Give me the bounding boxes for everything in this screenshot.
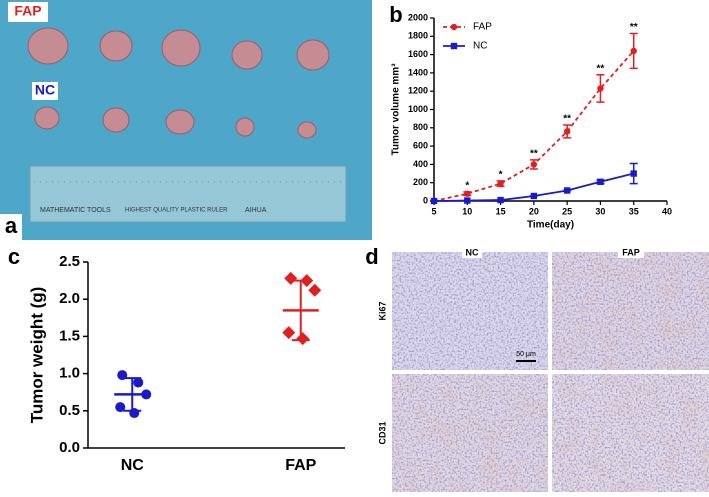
data-point xyxy=(497,196,504,204)
significance-label: ** xyxy=(530,148,538,159)
y-tick-label: 1800 xyxy=(408,31,428,41)
label-box xyxy=(462,248,482,258)
y-tick-label: 0 xyxy=(423,195,428,205)
data-point xyxy=(630,170,637,177)
significance-label: * xyxy=(499,170,503,181)
data-point xyxy=(308,283,322,297)
y-axis-label: Tumor volume mm³ xyxy=(391,63,402,156)
column-label: FAP xyxy=(622,247,640,257)
y-tick-label: 1.5 xyxy=(59,327,80,344)
data-point xyxy=(597,85,604,92)
panel-label: c xyxy=(8,244,20,269)
y-tick-label: 800 xyxy=(413,122,428,132)
data-point xyxy=(430,197,438,205)
y-tick-label: 400 xyxy=(413,159,428,169)
y-tick-label: 1200 xyxy=(408,86,428,96)
row-label: Ki67 xyxy=(377,301,387,320)
significance-label: ** xyxy=(597,63,605,74)
x-tick-label: 30 xyxy=(595,206,605,216)
tumor-label: FAP xyxy=(14,3,41,19)
data-point xyxy=(530,161,538,168)
y-axis-label: Tumor weight (g) xyxy=(27,287,46,424)
ruler-brand: MATHEMATIC TOOLS xyxy=(40,207,111,214)
x-axis-label: Time(day) xyxy=(527,220,574,231)
y-tick-label: 200 xyxy=(413,177,428,187)
histology: NC FAP Ki67 CD31 50 μm xyxy=(377,247,709,492)
y-tick-label: 1.0 xyxy=(59,365,80,382)
x-tick-label: 10 xyxy=(462,206,472,216)
tissue-texture xyxy=(392,252,548,370)
significance-label: ** xyxy=(630,22,638,33)
data-point xyxy=(464,190,471,197)
column-label: NC xyxy=(466,247,479,257)
x-tick-label: 40 xyxy=(662,206,672,216)
data-point xyxy=(464,197,471,204)
ruler xyxy=(29,165,347,223)
data-point xyxy=(282,326,296,340)
data-point xyxy=(630,47,637,55)
significance-label: ** xyxy=(563,114,571,125)
y-tick-label: 0.5 xyxy=(59,402,80,419)
legend-marker xyxy=(450,23,458,31)
y-tick-label: 1600 xyxy=(408,49,428,59)
ruler-maker: AIHUA xyxy=(245,207,267,214)
y-tick-label: 0.0 xyxy=(59,439,80,456)
label-box xyxy=(0,214,22,240)
tumors xyxy=(27,27,330,139)
panel-label: d xyxy=(365,244,378,269)
data-point xyxy=(597,178,604,185)
y-tick-label: 1400 xyxy=(408,67,428,77)
x-tick-label: NC xyxy=(121,457,145,474)
panel-label: a xyxy=(5,213,18,238)
data-point xyxy=(133,377,144,388)
x-tick-label: 35 xyxy=(629,206,639,216)
x-tick-label: 25 xyxy=(562,206,572,216)
tissue-texture xyxy=(392,374,548,492)
data-point xyxy=(530,192,538,200)
row-label: CD31 xyxy=(377,421,387,444)
data-point xyxy=(563,128,571,135)
label-box xyxy=(8,2,48,22)
ruler-text: HIGHEST QUALITY PLASTIC RULER xyxy=(125,208,228,214)
significance-label: * xyxy=(465,180,469,191)
tumor-photo: FAP NC MATHEMATIC TOOLS HIGHEST QUALITY … xyxy=(0,0,372,240)
x-tick-label: 15 xyxy=(496,206,506,216)
data-point xyxy=(296,332,310,346)
x-tick-label: 5 xyxy=(431,206,436,216)
y-tick-label: 2.0 xyxy=(59,290,80,307)
y-tick-label: 600 xyxy=(413,140,428,150)
legend-label: FAP xyxy=(473,22,492,33)
label-box xyxy=(32,82,58,100)
y-tick-label: 2.5 xyxy=(59,253,80,270)
tissue-texture xyxy=(552,252,709,370)
x-tick-label: 20 xyxy=(529,206,539,216)
data-point xyxy=(115,402,126,413)
data-point xyxy=(129,408,140,419)
data-point xyxy=(284,271,298,285)
tissue-texture xyxy=(552,374,709,492)
y-tick-label: 1000 xyxy=(408,104,428,114)
data-point xyxy=(563,187,571,194)
legend-label: NC xyxy=(473,41,487,52)
y-tick-label: 2000 xyxy=(408,12,428,22)
x-tick-label: FAP xyxy=(285,457,316,474)
data-point xyxy=(497,180,504,187)
panel-label: b xyxy=(389,2,402,27)
legend-marker xyxy=(450,42,458,50)
scale-bar-label: 50 μm xyxy=(516,351,536,358)
label-box xyxy=(618,248,644,258)
tumor-label: NC xyxy=(35,82,55,98)
